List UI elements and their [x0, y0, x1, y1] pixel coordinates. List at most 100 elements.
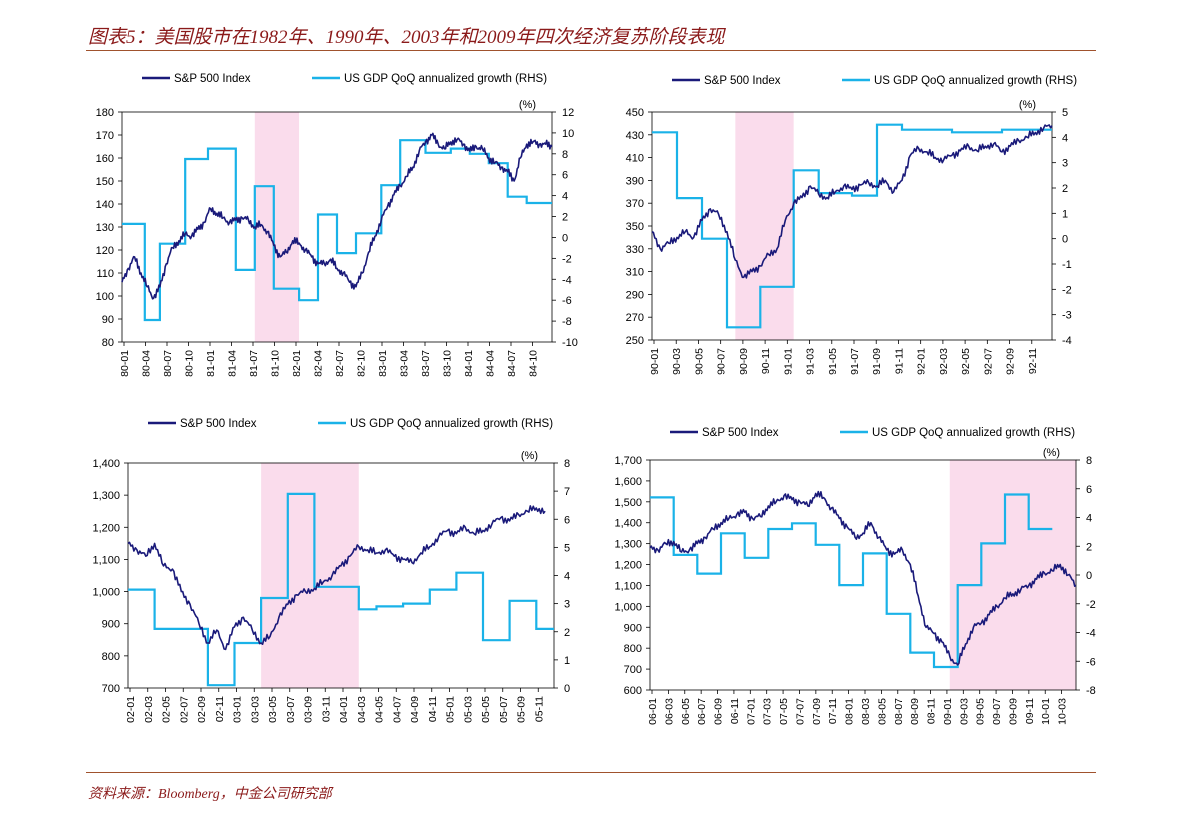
y2-tick-label: 4 [1062, 132, 1068, 144]
x-tick-label: 08-05 [876, 698, 888, 725]
y2-tick-label: 7 [564, 486, 570, 498]
x-tick-label: 83-10 [442, 350, 454, 377]
x-tick-label: 06-11 [729, 698, 741, 724]
y-tick-label: 290 [626, 289, 644, 301]
source-note: 资料来源：Bloomberg，中金公司研究部 [88, 787, 332, 802]
x-tick-label: 84-07 [506, 350, 518, 377]
x-tick-label: 91-03 [805, 348, 817, 375]
title-divider [86, 50, 1096, 51]
y2-tick-label: -3 [1062, 310, 1072, 322]
y-tick-label: 1,000 [92, 587, 120, 599]
y2-tick-label: -2 [1062, 284, 1072, 296]
y-tick-label: 1,000 [614, 601, 642, 613]
y2-tick-label: -8 [1086, 685, 1096, 697]
y-tick-label: 140 [96, 199, 114, 211]
y-tick-label: 450 [626, 107, 644, 119]
x-tick-label: 05-01 [445, 696, 457, 723]
sp500-line [649, 490, 1077, 666]
x-tick-label: 90-11 [760, 348, 772, 374]
x-tick-label: 90-05 [693, 348, 705, 375]
y-tick-label: 130 [96, 222, 114, 234]
x-tick-label: 83-07 [420, 350, 432, 377]
y2-tick-label: -10 [562, 337, 578, 349]
x-tick-label: 05-09 [516, 696, 528, 723]
x-tick-label: 08-03 [860, 698, 872, 725]
y-tick-label: 430 [626, 130, 644, 142]
x-tick-label: 82-04 [313, 350, 325, 377]
y2-tick-label: 2 [562, 212, 568, 224]
x-tick-label: 07-01 [745, 698, 757, 725]
x-tick-label: 84-01 [463, 350, 475, 377]
x-tick-label: 83-04 [399, 350, 411, 377]
y2-tick-label: 8 [564, 458, 570, 470]
y-tick-label: 100 [96, 291, 114, 303]
y2-tick-label: 0 [562, 232, 568, 244]
y2-tick-label: 2 [1086, 541, 1092, 553]
x-tick-label: 81-07 [248, 350, 260, 377]
y-tick-label: 370 [626, 198, 644, 210]
y2-tick-label: 0 [1086, 570, 1092, 582]
y2-tick-label: 2 [564, 627, 570, 639]
x-tick-label: 02-11 [214, 696, 226, 722]
x-tick-label: 03-01 [232, 696, 244, 723]
recovery-shade [949, 460, 1076, 690]
y-tick-label: 250 [626, 335, 644, 347]
legend-gdp-label: US GDP QoQ annualized growth (RHS) [874, 75, 1077, 87]
x-tick-label: 06-01 [647, 698, 659, 725]
unit-label: (%) [1019, 99, 1036, 111]
x-tick-label: 80-01 [119, 350, 131, 377]
y2-tick-label: 8 [1086, 455, 1092, 467]
x-tick-label: 07-03 [762, 698, 774, 725]
y-tick-label: 900 [624, 622, 642, 634]
x-tick-label: 84-04 [485, 350, 497, 377]
x-tick-label: 06-03 [663, 698, 675, 725]
x-tick-label: 90-01 [649, 348, 661, 375]
x-tick-label: 80-04 [141, 350, 153, 377]
y-tick-label: 800 [102, 651, 120, 663]
x-tick-label: 04-03 [356, 696, 368, 723]
legend-gdp-label: US GDP QoQ annualized growth (RHS) [350, 418, 553, 430]
y-tick-label: 120 [96, 245, 114, 257]
y2-tick-label: 3 [1062, 158, 1068, 170]
x-tick-label: 80-07 [162, 350, 174, 377]
recovery-shade [261, 463, 359, 688]
x-tick-label: 06-07 [696, 698, 708, 725]
y-tick-label: 1,400 [92, 458, 120, 470]
x-tick-label: 03-11 [320, 696, 332, 722]
y2-tick-label: 10 [562, 128, 574, 140]
x-tick-label: 92-03 [938, 348, 950, 375]
x-tick-label: 07-11 [827, 698, 839, 724]
x-tick-label: 90-03 [671, 348, 683, 375]
y-tick-label: 390 [626, 175, 644, 187]
y-tick-label: 1,400 [614, 518, 642, 530]
y-tick-label: 1,100 [92, 554, 120, 566]
x-tick-label: 04-07 [391, 696, 403, 723]
x-tick-label: 90-09 [738, 348, 750, 375]
gdp-growth-line [650, 493, 1053, 669]
y-tick-label: 350 [626, 221, 644, 233]
legend-sp500-label: S&P 500 Index [704, 75, 781, 87]
sp500-line [121, 132, 553, 300]
y-tick-label: 410 [626, 153, 644, 165]
x-tick-label: 91-11 [893, 348, 905, 374]
x-tick-label: 05-05 [480, 696, 492, 723]
y2-tick-label: 5 [1062, 107, 1068, 119]
x-tick-label: 03-05 [267, 696, 279, 723]
x-tick-label: 06-09 [713, 698, 725, 725]
y-tick-label: 270 [626, 312, 644, 324]
y2-tick-label: 2 [1062, 183, 1068, 195]
sp500-line [651, 124, 1053, 279]
x-tick-label: 81-10 [270, 350, 282, 377]
y2-tick-label: -2 [1086, 599, 1096, 611]
x-tick-label: 02-07 [178, 696, 190, 723]
x-tick-label: 91-07 [849, 348, 861, 375]
x-tick-label: 02-05 [161, 696, 173, 723]
y-tick-label: 1,200 [614, 560, 642, 572]
x-tick-label: 90-07 [716, 348, 728, 375]
y-tick-label: 1,100 [614, 580, 642, 592]
y2-tick-label: 4 [562, 191, 568, 203]
y-tick-label: 170 [96, 130, 114, 142]
sp500-line [127, 505, 546, 651]
